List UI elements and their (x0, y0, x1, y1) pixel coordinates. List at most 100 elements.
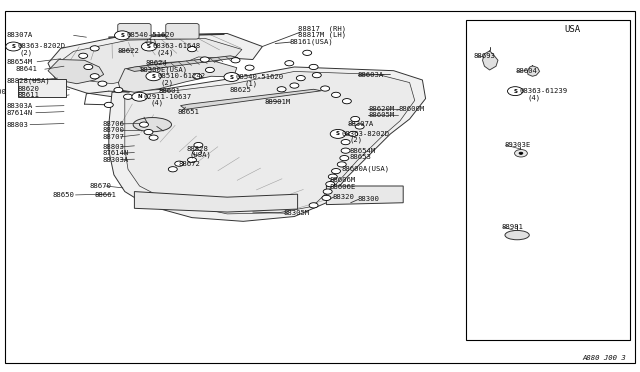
Circle shape (104, 102, 113, 108)
Circle shape (321, 86, 330, 91)
Text: 88654M: 88654M (349, 148, 376, 154)
Text: (2): (2) (160, 79, 173, 86)
Polygon shape (125, 71, 415, 214)
Bar (466, 20, 630, 340)
Polygon shape (48, 33, 262, 97)
Text: 88600: 88600 (0, 89, 6, 95)
Text: S: S (336, 131, 340, 137)
Text: (24): (24) (156, 50, 173, 57)
Circle shape (144, 129, 153, 135)
Circle shape (200, 57, 209, 62)
FancyBboxPatch shape (5, 11, 635, 363)
Text: 88981: 88981 (502, 224, 524, 230)
Circle shape (84, 64, 93, 70)
Circle shape (277, 87, 286, 92)
Text: 88603A: 88603A (357, 72, 383, 78)
Text: 88654M: 88654M (6, 59, 33, 65)
Text: 88600A(USA): 88600A(USA) (341, 165, 389, 172)
Text: 88605M: 88605M (369, 112, 395, 118)
Text: (1): (1) (244, 80, 258, 87)
Circle shape (290, 83, 299, 88)
Text: A880 J00 3: A880 J00 3 (582, 355, 626, 361)
Text: 88700: 88700 (102, 127, 124, 133)
Text: 88604: 88604 (516, 68, 538, 74)
Text: 88601: 88601 (159, 88, 180, 94)
Text: 88320: 88320 (333, 194, 355, 200)
Text: 88625: 88625 (229, 87, 251, 93)
Text: 88305M: 88305M (284, 210, 310, 216)
Text: 88707: 88707 (102, 134, 124, 140)
Circle shape (296, 76, 305, 81)
Polygon shape (63, 38, 242, 84)
Text: 08363-61648: 08363-61648 (152, 44, 200, 49)
Ellipse shape (505, 230, 529, 240)
Text: 88817  (RH): 88817 (RH) (298, 26, 346, 32)
Circle shape (188, 157, 196, 163)
Text: 88670: 88670 (90, 183, 111, 189)
Circle shape (114, 87, 123, 93)
Text: 88661: 88661 (95, 192, 116, 198)
Circle shape (342, 99, 351, 104)
Circle shape (98, 81, 107, 86)
Text: 88650: 88650 (52, 192, 74, 198)
Text: 88624: 88624 (146, 60, 168, 66)
Text: 88828(USA): 88828(USA) (6, 77, 50, 84)
Text: 88303A: 88303A (102, 157, 129, 163)
Text: 88651: 88651 (178, 109, 200, 115)
Text: (4): (4) (527, 94, 541, 101)
Circle shape (340, 155, 349, 161)
Text: (1): (1) (144, 38, 157, 45)
FancyBboxPatch shape (166, 23, 199, 39)
Circle shape (312, 73, 321, 78)
Circle shape (205, 67, 214, 73)
Polygon shape (118, 60, 237, 92)
Text: (2): (2) (349, 137, 363, 144)
Polygon shape (48, 60, 104, 84)
Text: S: S (12, 44, 15, 49)
Polygon shape (109, 67, 426, 221)
Text: 08363-8202D: 08363-8202D (17, 44, 65, 49)
Text: 08540-51620: 08540-51620 (126, 32, 174, 38)
Circle shape (328, 174, 337, 179)
Circle shape (515, 150, 527, 157)
Bar (18, 79, 66, 97)
Text: 87614N: 87614N (102, 150, 129, 156)
Text: 88620M: 88620M (369, 106, 395, 112)
Text: 88300E(USA): 88300E(USA) (140, 67, 188, 73)
Text: 88803: 88803 (6, 122, 28, 128)
Text: 88817M (LH): 88817M (LH) (298, 32, 346, 38)
Text: S: S (513, 89, 517, 94)
Polygon shape (180, 89, 321, 109)
Text: 88606E: 88606E (330, 184, 356, 190)
Polygon shape (483, 51, 498, 70)
Circle shape (285, 61, 294, 66)
Text: 88803: 88803 (102, 144, 124, 150)
Circle shape (193, 150, 202, 155)
Text: 02911-10637: 02911-10637 (143, 94, 191, 100)
Text: (2): (2) (19, 50, 33, 57)
Circle shape (341, 148, 350, 153)
Circle shape (309, 64, 318, 70)
Circle shape (309, 203, 318, 208)
Ellipse shape (133, 118, 172, 132)
Circle shape (330, 129, 346, 138)
Text: S: S (147, 44, 151, 49)
Circle shape (90, 74, 99, 79)
Circle shape (349, 131, 358, 137)
Circle shape (322, 195, 331, 201)
Circle shape (332, 169, 340, 174)
Text: 88901M: 88901M (264, 99, 291, 105)
Circle shape (245, 65, 254, 70)
FancyBboxPatch shape (118, 23, 151, 39)
Text: 08363-8202D: 08363-8202D (342, 131, 390, 137)
Text: 89303E: 89303E (504, 142, 531, 148)
Circle shape (175, 161, 184, 166)
Circle shape (351, 116, 360, 122)
Polygon shape (326, 186, 403, 205)
Circle shape (326, 182, 335, 187)
Text: 88307A: 88307A (348, 121, 374, 127)
Text: USA: USA (564, 25, 581, 34)
Text: 08363-61239: 08363-61239 (519, 88, 567, 94)
Circle shape (79, 53, 88, 58)
Text: S: S (230, 74, 234, 80)
